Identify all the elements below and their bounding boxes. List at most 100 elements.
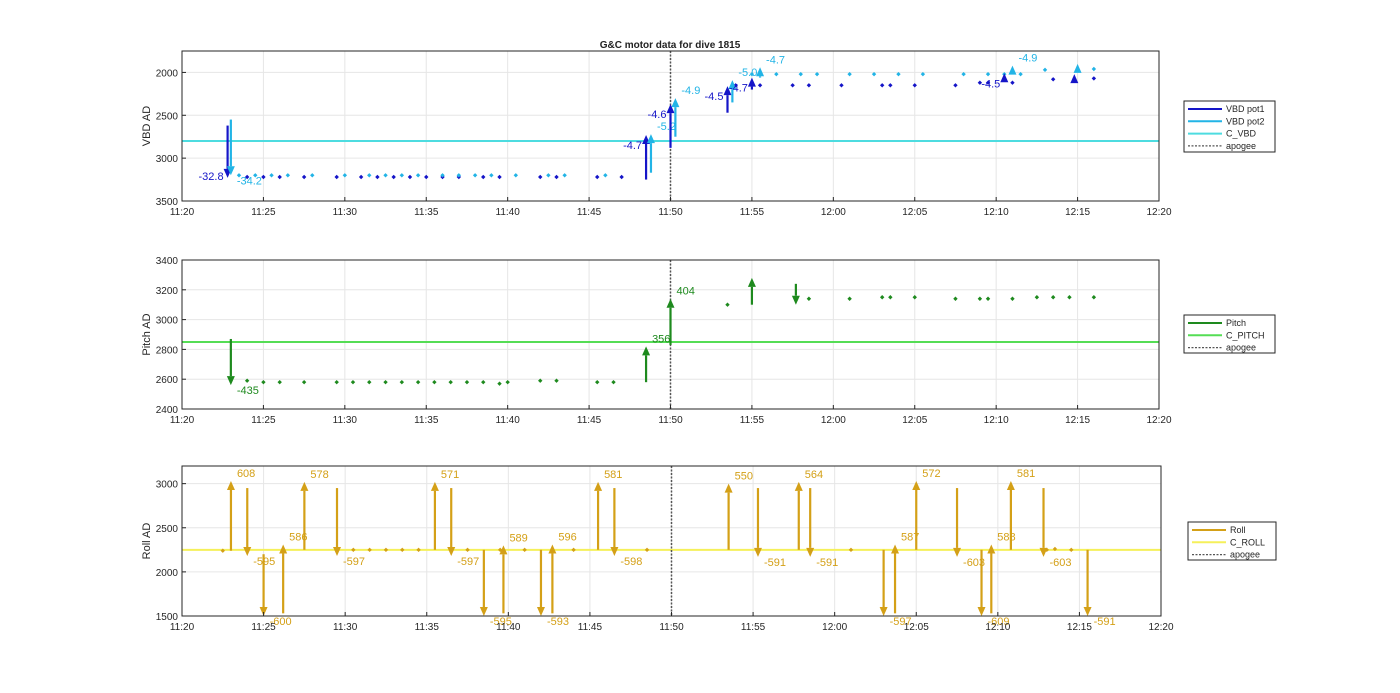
arrow-label: 587 xyxy=(901,532,919,544)
arrow-head xyxy=(1039,547,1048,557)
x-tick-label: 12:10 xyxy=(985,622,1010,633)
x-tick-label: 12:20 xyxy=(1146,207,1171,218)
data-point xyxy=(546,173,551,178)
y-axis-label: Pitch AD xyxy=(141,313,153,355)
arrow-head xyxy=(300,481,309,491)
data-point xyxy=(220,548,225,553)
data-point xyxy=(522,547,527,553)
x-tick-label: 11:50 xyxy=(658,415,683,426)
arrow-head xyxy=(479,607,488,616)
arrow-label: -593 xyxy=(547,616,569,628)
x-tick-label: 12:05 xyxy=(902,207,927,218)
arrow-label: -4.9 xyxy=(1018,53,1037,65)
figure-title: G&C motor data for dive 1815 xyxy=(600,40,741,51)
arrow-head xyxy=(891,544,900,554)
data-point xyxy=(538,378,543,383)
x-tick-label: 11:55 xyxy=(741,622,766,633)
arrow-head xyxy=(747,277,756,287)
arrow-head xyxy=(666,104,675,114)
data-point xyxy=(277,174,282,180)
arrow-label: 596 xyxy=(558,532,576,544)
data-point xyxy=(953,83,958,88)
data-point xyxy=(285,173,291,178)
y-tick-label: 3000 xyxy=(156,154,179,165)
legend-box xyxy=(1187,521,1277,561)
x-tick-label: 12:20 xyxy=(1146,415,1171,426)
data-point xyxy=(481,379,486,385)
data-point xyxy=(465,547,470,553)
legend-label: Pitch xyxy=(1226,318,1246,328)
y-tick-label: 2500 xyxy=(156,524,179,535)
data-point xyxy=(611,379,616,385)
data-point xyxy=(301,174,307,180)
y-tick-label: 1500 xyxy=(156,612,179,623)
data-point xyxy=(407,174,413,180)
data-point xyxy=(472,173,478,178)
x-tick-label: 11:25 xyxy=(251,415,276,426)
data-point xyxy=(871,71,877,77)
arrow-label: -4.7 xyxy=(766,54,785,66)
x-tick-label: 11:40 xyxy=(496,207,521,218)
arrow-label: -32.8 xyxy=(199,171,224,183)
legend-label: apogee xyxy=(1230,550,1260,560)
data-point xyxy=(367,173,372,178)
data-point xyxy=(415,173,421,178)
arrow-head xyxy=(226,166,235,176)
x-tick-label: 12:00 xyxy=(822,622,847,633)
arrow-label: 581 xyxy=(604,469,622,481)
arrow-label: -5.2 xyxy=(657,121,676,133)
arrow-head xyxy=(756,67,765,77)
arrow-head xyxy=(279,544,288,554)
arrow-head xyxy=(728,80,737,90)
arrow-head xyxy=(1000,73,1009,83)
arrow-label: -5.0 xyxy=(738,67,757,79)
arrow-label: -4.7 xyxy=(623,140,642,152)
data-point xyxy=(351,547,356,553)
data-point xyxy=(1034,295,1040,300)
data-point xyxy=(920,71,926,77)
arrow-label: -597 xyxy=(343,556,365,568)
data-point xyxy=(497,381,502,386)
arrow-label: -595 xyxy=(490,616,512,628)
data-point xyxy=(603,173,608,178)
y-tick-label: 3200 xyxy=(156,286,179,297)
arrow-label: -4.9 xyxy=(681,85,700,97)
arrow-head xyxy=(594,481,603,491)
data-point xyxy=(261,379,266,385)
x-tick-label: 12:10 xyxy=(984,207,1009,218)
data-point xyxy=(814,71,820,77)
y-tick-label: 2000 xyxy=(156,68,179,79)
x-tick-label: 12:05 xyxy=(904,622,929,633)
legend-label: C_VBD xyxy=(1226,129,1257,139)
x-tick-label: 12:00 xyxy=(821,207,846,218)
data-point xyxy=(1042,67,1048,73)
vbd-panel: -32.8 -34.2 -4.7 -5.2-4.6 -4.9 -4.5 -5.0 -4.7 -4… xyxy=(141,50,1276,218)
arrow-head xyxy=(226,481,235,490)
data-point xyxy=(961,71,966,77)
arrow-label: -598 xyxy=(620,556,642,568)
data-point xyxy=(236,173,242,178)
x-tick-label: 11:30 xyxy=(333,415,358,426)
data-point xyxy=(749,71,755,77)
data-point xyxy=(261,174,266,180)
data-point xyxy=(367,379,372,385)
y-tick-label: 3000 xyxy=(156,316,179,327)
data-point xyxy=(1052,546,1058,552)
arrow-label: -4.7 xyxy=(729,83,748,95)
y-tick-label: 2800 xyxy=(156,345,179,356)
data-point xyxy=(595,379,600,385)
data-point xyxy=(571,547,576,553)
data-point xyxy=(1091,76,1097,81)
data-point xyxy=(774,71,779,77)
arrow-label: -34.2 xyxy=(237,175,262,187)
arrow-label: 578 xyxy=(310,469,328,481)
data-point xyxy=(1010,296,1015,301)
data-point xyxy=(595,174,600,180)
arrow-label: -591 xyxy=(1094,616,1116,628)
arrow-head xyxy=(610,547,619,556)
legend-label: VBD pot1 xyxy=(1226,104,1265,114)
x-tick-label: 11:55 xyxy=(740,207,765,218)
